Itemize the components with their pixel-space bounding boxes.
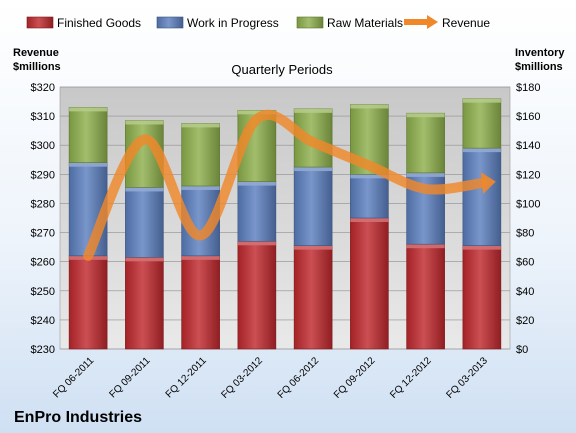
- bar-cap: [237, 181, 276, 186]
- legend-arrow: [427, 15, 438, 29]
- bar-cap: [125, 257, 164, 262]
- legend-label: Raw Materials: [327, 16, 403, 30]
- left-tick-label: $310: [31, 111, 55, 123]
- left-tick-label: $290: [31, 169, 55, 181]
- bar-work-in-progress: [293, 166, 333, 246]
- left-axis-label-line1: Revenue: [13, 47, 59, 59]
- bar-cap: [294, 167, 333, 172]
- bar-finished-goods: [125, 256, 164, 350]
- category-label: FQ 03-2012: [219, 355, 265, 401]
- left-tick-label: $250: [31, 286, 55, 298]
- bar-finished-goods: [68, 255, 108, 350]
- bar-cap: [181, 185, 220, 190]
- left-tick-label: $230: [31, 344, 55, 356]
- revenue-arrowhead: [480, 172, 496, 195]
- bar-cap: [69, 107, 108, 112]
- right-tick-label: $80: [516, 228, 534, 240]
- bar-cap: [294, 245, 333, 250]
- right-axis-label-line2: $millions: [515, 61, 563, 73]
- right-tick-label: $20: [516, 315, 534, 327]
- bar-work-in-progress: [125, 187, 164, 258]
- category-label: FQ 09-2011: [108, 355, 153, 400]
- bar-raw-materials: [406, 112, 445, 174]
- category-label: FQ 09-2012: [332, 355, 378, 401]
- bar-finished-goods: [350, 217, 389, 350]
- category-label: FQ 06-2011: [51, 355, 96, 400]
- right-tick-label: $60: [516, 257, 534, 269]
- category-label: FQ 03-2013: [444, 355, 490, 401]
- left-tick-label: $260: [31, 257, 55, 269]
- bar-cap: [406, 113, 445, 118]
- legend-label: Work in Progress: [187, 16, 279, 30]
- bar-cap: [181, 255, 220, 260]
- bar-work-in-progress: [237, 181, 277, 242]
- legend: Finished Goods Work in Progress Raw Materi…: [26, 15, 490, 30]
- bar-raw-materials: [181, 123, 220, 187]
- bar-cap: [125, 187, 164, 192]
- bar-finished-goods: [237, 240, 277, 350]
- bar-cap: [406, 244, 445, 249]
- bar-finished-goods: [181, 255, 220, 350]
- revenue-line-layer: [83, 109, 496, 261]
- right-tick-label: $100: [516, 198, 540, 210]
- chart-title: Quarterly Periods: [231, 62, 333, 77]
- right-axis-label-line1: Inventory: [515, 47, 565, 59]
- left-tick-label: $320: [31, 82, 55, 94]
- revenue-line: [83, 109, 487, 261]
- legend-swatch: [296, 16, 324, 29]
- right-tick-label: $40: [516, 286, 534, 298]
- bar-cap: [237, 241, 276, 246]
- bar-cap: [462, 245, 501, 250]
- bar-cap: [350, 218, 389, 222]
- category-label: FQ 12-2011: [164, 355, 209, 400]
- category-label: FQ 06-2012: [276, 355, 322, 401]
- right-tick-label: $0: [516, 344, 528, 356]
- left-tick-label: $240: [31, 315, 55, 327]
- legend-label: Revenue: [442, 16, 490, 30]
- bar-cap: [294, 108, 333, 113]
- bar-cap: [69, 162, 108, 167]
- bar-work-in-progress: [462, 147, 502, 246]
- left-axis-label-line2: $millions: [13, 61, 61, 73]
- left-tick-label: $270: [31, 228, 55, 240]
- left-tick-label: $300: [31, 140, 55, 152]
- right-tick-label: $180: [516, 82, 540, 94]
- legend-swatch: [156, 16, 184, 29]
- legend-label: Finished Goods: [57, 16, 141, 30]
- bar-cap: [462, 98, 501, 103]
- bar-finished-goods: [293, 245, 333, 350]
- bar-finished-goods: [406, 243, 445, 350]
- category-label: FQ 12-2012: [388, 355, 434, 401]
- bar-raw-materials: [68, 107, 108, 163]
- bar-work-in-progress: [350, 174, 389, 219]
- left-tick-label: $280: [31, 198, 55, 210]
- right-tick-label: $160: [516, 111, 540, 123]
- bar-cap: [406, 172, 445, 177]
- bar-cap: [350, 174, 389, 179]
- bar-raw-materials: [462, 98, 502, 149]
- bar-cap: [125, 120, 164, 125]
- bar-cap: [350, 104, 389, 109]
- bar-cap: [181, 123, 220, 128]
- bar-finished-goods: [462, 245, 502, 350]
- right-tick-label: $140: [516, 140, 540, 152]
- bar-cap: [462, 148, 501, 153]
- legend-swatch: [26, 16, 54, 29]
- bar-cap: [237, 110, 276, 115]
- company-name: EnPro Industries: [14, 409, 142, 426]
- right-tick-label: $120: [516, 169, 540, 181]
